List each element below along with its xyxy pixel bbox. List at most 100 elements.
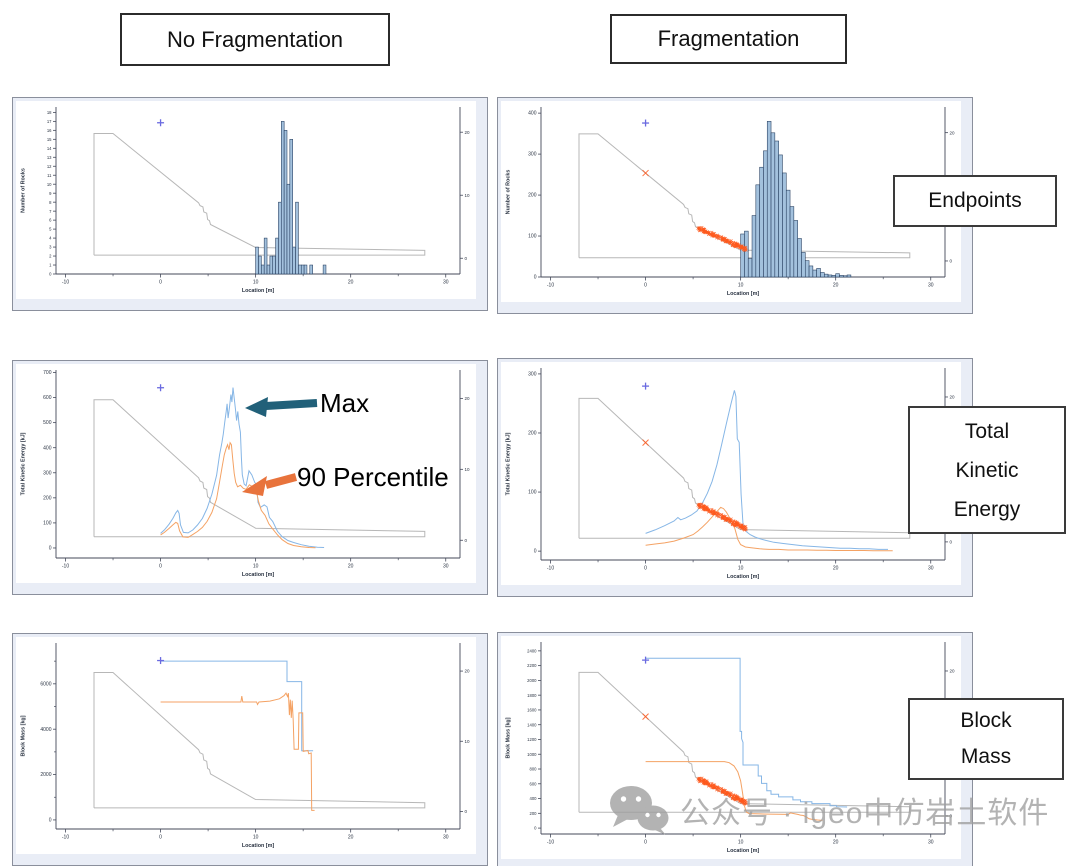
svg-text:20: 20 — [950, 669, 956, 674]
svg-text:16: 16 — [47, 128, 52, 133]
svg-text:0: 0 — [49, 272, 52, 277]
svg-text:10: 10 — [253, 564, 259, 570]
svg-text:200: 200 — [528, 431, 537, 437]
svg-text:-10: -10 — [547, 566, 554, 572]
chart-canvas: -100102030010020030040001020Location [m]… — [501, 101, 961, 302]
svg-text:20: 20 — [950, 130, 956, 135]
svg-text:100: 100 — [43, 521, 52, 527]
svg-text:1400: 1400 — [527, 722, 537, 727]
chart-canvas: -10 0 10 20 30020040060080010001200140016001… — [501, 636, 961, 859]
svg-text:Total Kinetic Energy [kJ]: Total Kinetic Energy [kJ] — [21, 432, 27, 495]
svg-text:12: 12 — [47, 164, 52, 169]
svg-text:17: 17 — [47, 119, 52, 124]
svg-text:300: 300 — [528, 152, 537, 158]
svg-text:0: 0 — [159, 280, 162, 286]
svg-text:-10: -10 — [62, 564, 69, 570]
svg-text:600: 600 — [530, 781, 538, 786]
column-header-label: Fragmentation — [657, 26, 800, 51]
row-label-text: Endpoints — [928, 189, 1022, 212]
svg-text:Location [m]: Location [m] — [242, 843, 275, 849]
svg-text:Location [m]: Location [m] — [727, 574, 760, 580]
svg-text:0: 0 — [644, 566, 647, 572]
row-label-line: Energy — [953, 497, 1021, 521]
svg-text:Location [m]: Location [m] — [727, 291, 760, 297]
svg-text:2400: 2400 — [527, 648, 537, 653]
svg-text:20: 20 — [833, 566, 839, 572]
column-header-no-fragmentation: No Fragmentation — [120, 13, 390, 66]
svg-text:30: 30 — [443, 835, 449, 841]
row-label-line: Kinetic — [955, 458, 1019, 482]
svg-text:0: 0 — [159, 564, 162, 570]
watermark: 公众号 · igeo中仿岩土软件 — [608, 784, 1049, 836]
svg-text:10: 10 — [738, 840, 744, 846]
svg-text:14: 14 — [47, 146, 52, 151]
svg-text:0: 0 — [534, 275, 537, 281]
row-label-line: Block — [960, 709, 1012, 732]
row-label-line: Total — [964, 419, 1010, 443]
chart-block-mass-fragmentation: -10 0 10 20 30 0 200 400 600 800 1000 1200 1400 1600 1… — [497, 632, 973, 866]
svg-text:3: 3 — [49, 245, 52, 250]
annotation-90-percentile-label: 90 Percentile — [297, 462, 449, 492]
svg-text:300: 300 — [528, 372, 537, 378]
svg-text:20: 20 — [465, 669, 471, 674]
column-header-label: No Fragmentation — [166, 26, 344, 52]
svg-text:20: 20 — [833, 283, 839, 289]
svg-text:0: 0 — [644, 283, 647, 289]
svg-text:2000: 2000 — [40, 772, 51, 778]
svg-text:0: 0 — [159, 835, 162, 841]
svg-text:300: 300 — [43, 470, 52, 476]
svg-text:Location [m]: Location [m] — [242, 288, 275, 294]
svg-text:10: 10 — [465, 467, 471, 472]
row-label-total-kinetic-energy: Total Kinetic Energy — [908, 406, 1066, 534]
svg-text:Number of Rocks: Number of Rocks — [506, 170, 512, 215]
wechat-icon — [610, 786, 669, 835]
svg-text:100: 100 — [528, 490, 537, 496]
svg-text:100: 100 — [528, 234, 537, 240]
svg-text:30: 30 — [443, 280, 449, 286]
svg-text:0: 0 — [950, 813, 953, 818]
svg-text:20: 20 — [348, 564, 354, 570]
svg-text:4: 4 — [49, 236, 52, 241]
svg-text:30: 30 — [928, 283, 934, 289]
svg-text:Block Mass [kg]: Block Mass [kg] — [506, 717, 512, 758]
svg-text:20: 20 — [465, 130, 471, 135]
svg-text:20: 20 — [348, 835, 354, 841]
svg-text:200: 200 — [528, 193, 537, 199]
svg-text:18: 18 — [47, 110, 52, 115]
svg-text:0: 0 — [49, 818, 52, 824]
svg-text:10: 10 — [738, 566, 744, 572]
svg-text:0: 0 — [465, 538, 468, 543]
svg-text:0: 0 — [950, 539, 953, 544]
svg-text:2000: 2000 — [527, 678, 537, 683]
svg-text:1200: 1200 — [527, 737, 537, 742]
svg-text:2: 2 — [49, 254, 52, 259]
svg-text:-10: -10 — [62, 280, 69, 286]
svg-text:15: 15 — [47, 137, 52, 142]
svg-text:0: 0 — [534, 549, 537, 555]
svg-text:1: 1 — [49, 263, 52, 268]
svg-text:30: 30 — [928, 840, 934, 846]
svg-text:4000: 4000 — [40, 727, 51, 733]
svg-text:9: 9 — [49, 191, 52, 196]
svg-text:200: 200 — [43, 495, 52, 501]
svg-text:0: 0 — [534, 826, 537, 831]
chart-endpoints-no-fragmentation: -10 0 10 20 30 0 1 2 3 4 5 6 7 8 9 10 11 12 13 14 15 16 17 18 0 1… — [12, 97, 488, 311]
svg-text:-10: -10 — [62, 835, 69, 841]
svg-text:500: 500 — [43, 420, 52, 426]
chart-canvas: -10 0 10 20 30 0 2000 4000 6000 0 10 20 Location [m]… — [16, 637, 476, 854]
svg-text:10: 10 — [253, 280, 259, 286]
svg-text:700: 700 — [43, 370, 52, 376]
svg-text:800: 800 — [530, 767, 538, 772]
svg-text:0: 0 — [644, 840, 647, 846]
svg-text:10: 10 — [47, 182, 52, 187]
svg-text:Number of Rocks: Number of Rocks — [21, 168, 27, 213]
svg-text:-10: -10 — [547, 283, 554, 289]
svg-text:Total Kinetic Energy [kJ]: Total Kinetic Energy [kJ] — [506, 432, 512, 495]
svg-text:1800: 1800 — [527, 693, 537, 698]
chart-canvas: -100102030010020030001020Location [m]Tot… — [501, 362, 961, 585]
svg-text:400: 400 — [530, 796, 538, 801]
svg-text:8: 8 — [49, 200, 52, 205]
svg-text:7: 7 — [49, 209, 52, 214]
svg-text:600: 600 — [43, 395, 52, 401]
